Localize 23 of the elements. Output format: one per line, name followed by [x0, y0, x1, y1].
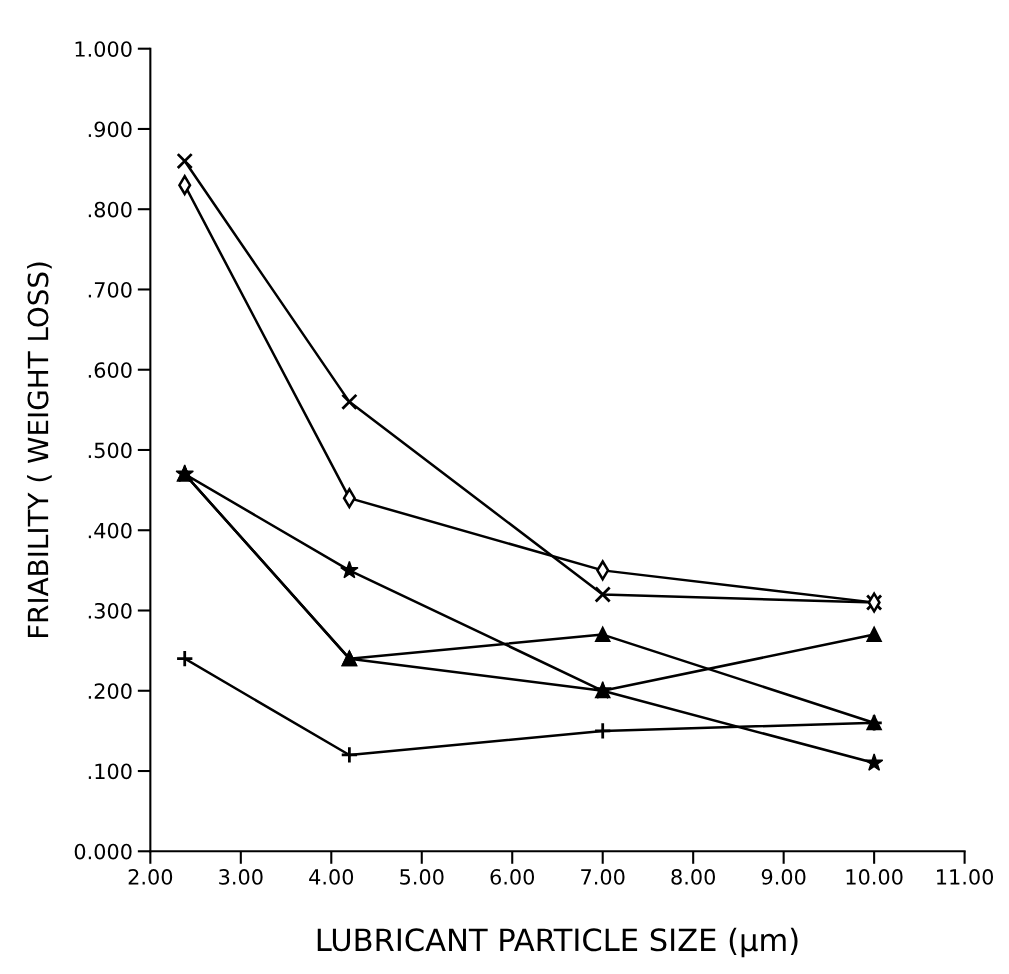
x-axis-title: LUBRICANT PARTICLE SIZE (μm) — [317, 927, 798, 958]
x-tick-label: 4.00 — [309, 869, 354, 885]
x-tick-label: 3.00 — [219, 869, 263, 885]
x-tick-label: 6.00 — [490, 869, 535, 885]
y-tick-label: .800 — [88, 201, 132, 218]
x-tick-label: 11.00 — [937, 869, 994, 885]
x-tick-label: 9.00 — [761, 869, 806, 885]
y-tick-label: .900 — [88, 121, 132, 138]
y-tick-label: .500 — [88, 442, 132, 459]
x-tick-label: 8.00 — [671, 869, 715, 885]
y-tick-label: .700 — [88, 281, 132, 298]
y-tick-label: 1.000 — [75, 41, 132, 57]
y-tick-label: .600 — [88, 362, 132, 378]
y-tick-label: .200 — [88, 683, 132, 699]
x-tick-label: 7.00 — [581, 869, 625, 885]
y-tick-label: .300 — [88, 602, 132, 619]
x-tick-label: 5.00 — [400, 869, 444, 885]
y-tick-label: 0.000 — [74, 843, 132, 860]
x-tick-label: 10.00 — [846, 869, 903, 885]
x-tick-label: 2.00 — [128, 869, 173, 885]
y-axis-title: FRIABILITY ( WEIGHT LOSS) — [27, 262, 52, 638]
y-tick-label: .400 — [88, 522, 132, 539]
y-tick-label: .100 — [88, 763, 132, 780]
